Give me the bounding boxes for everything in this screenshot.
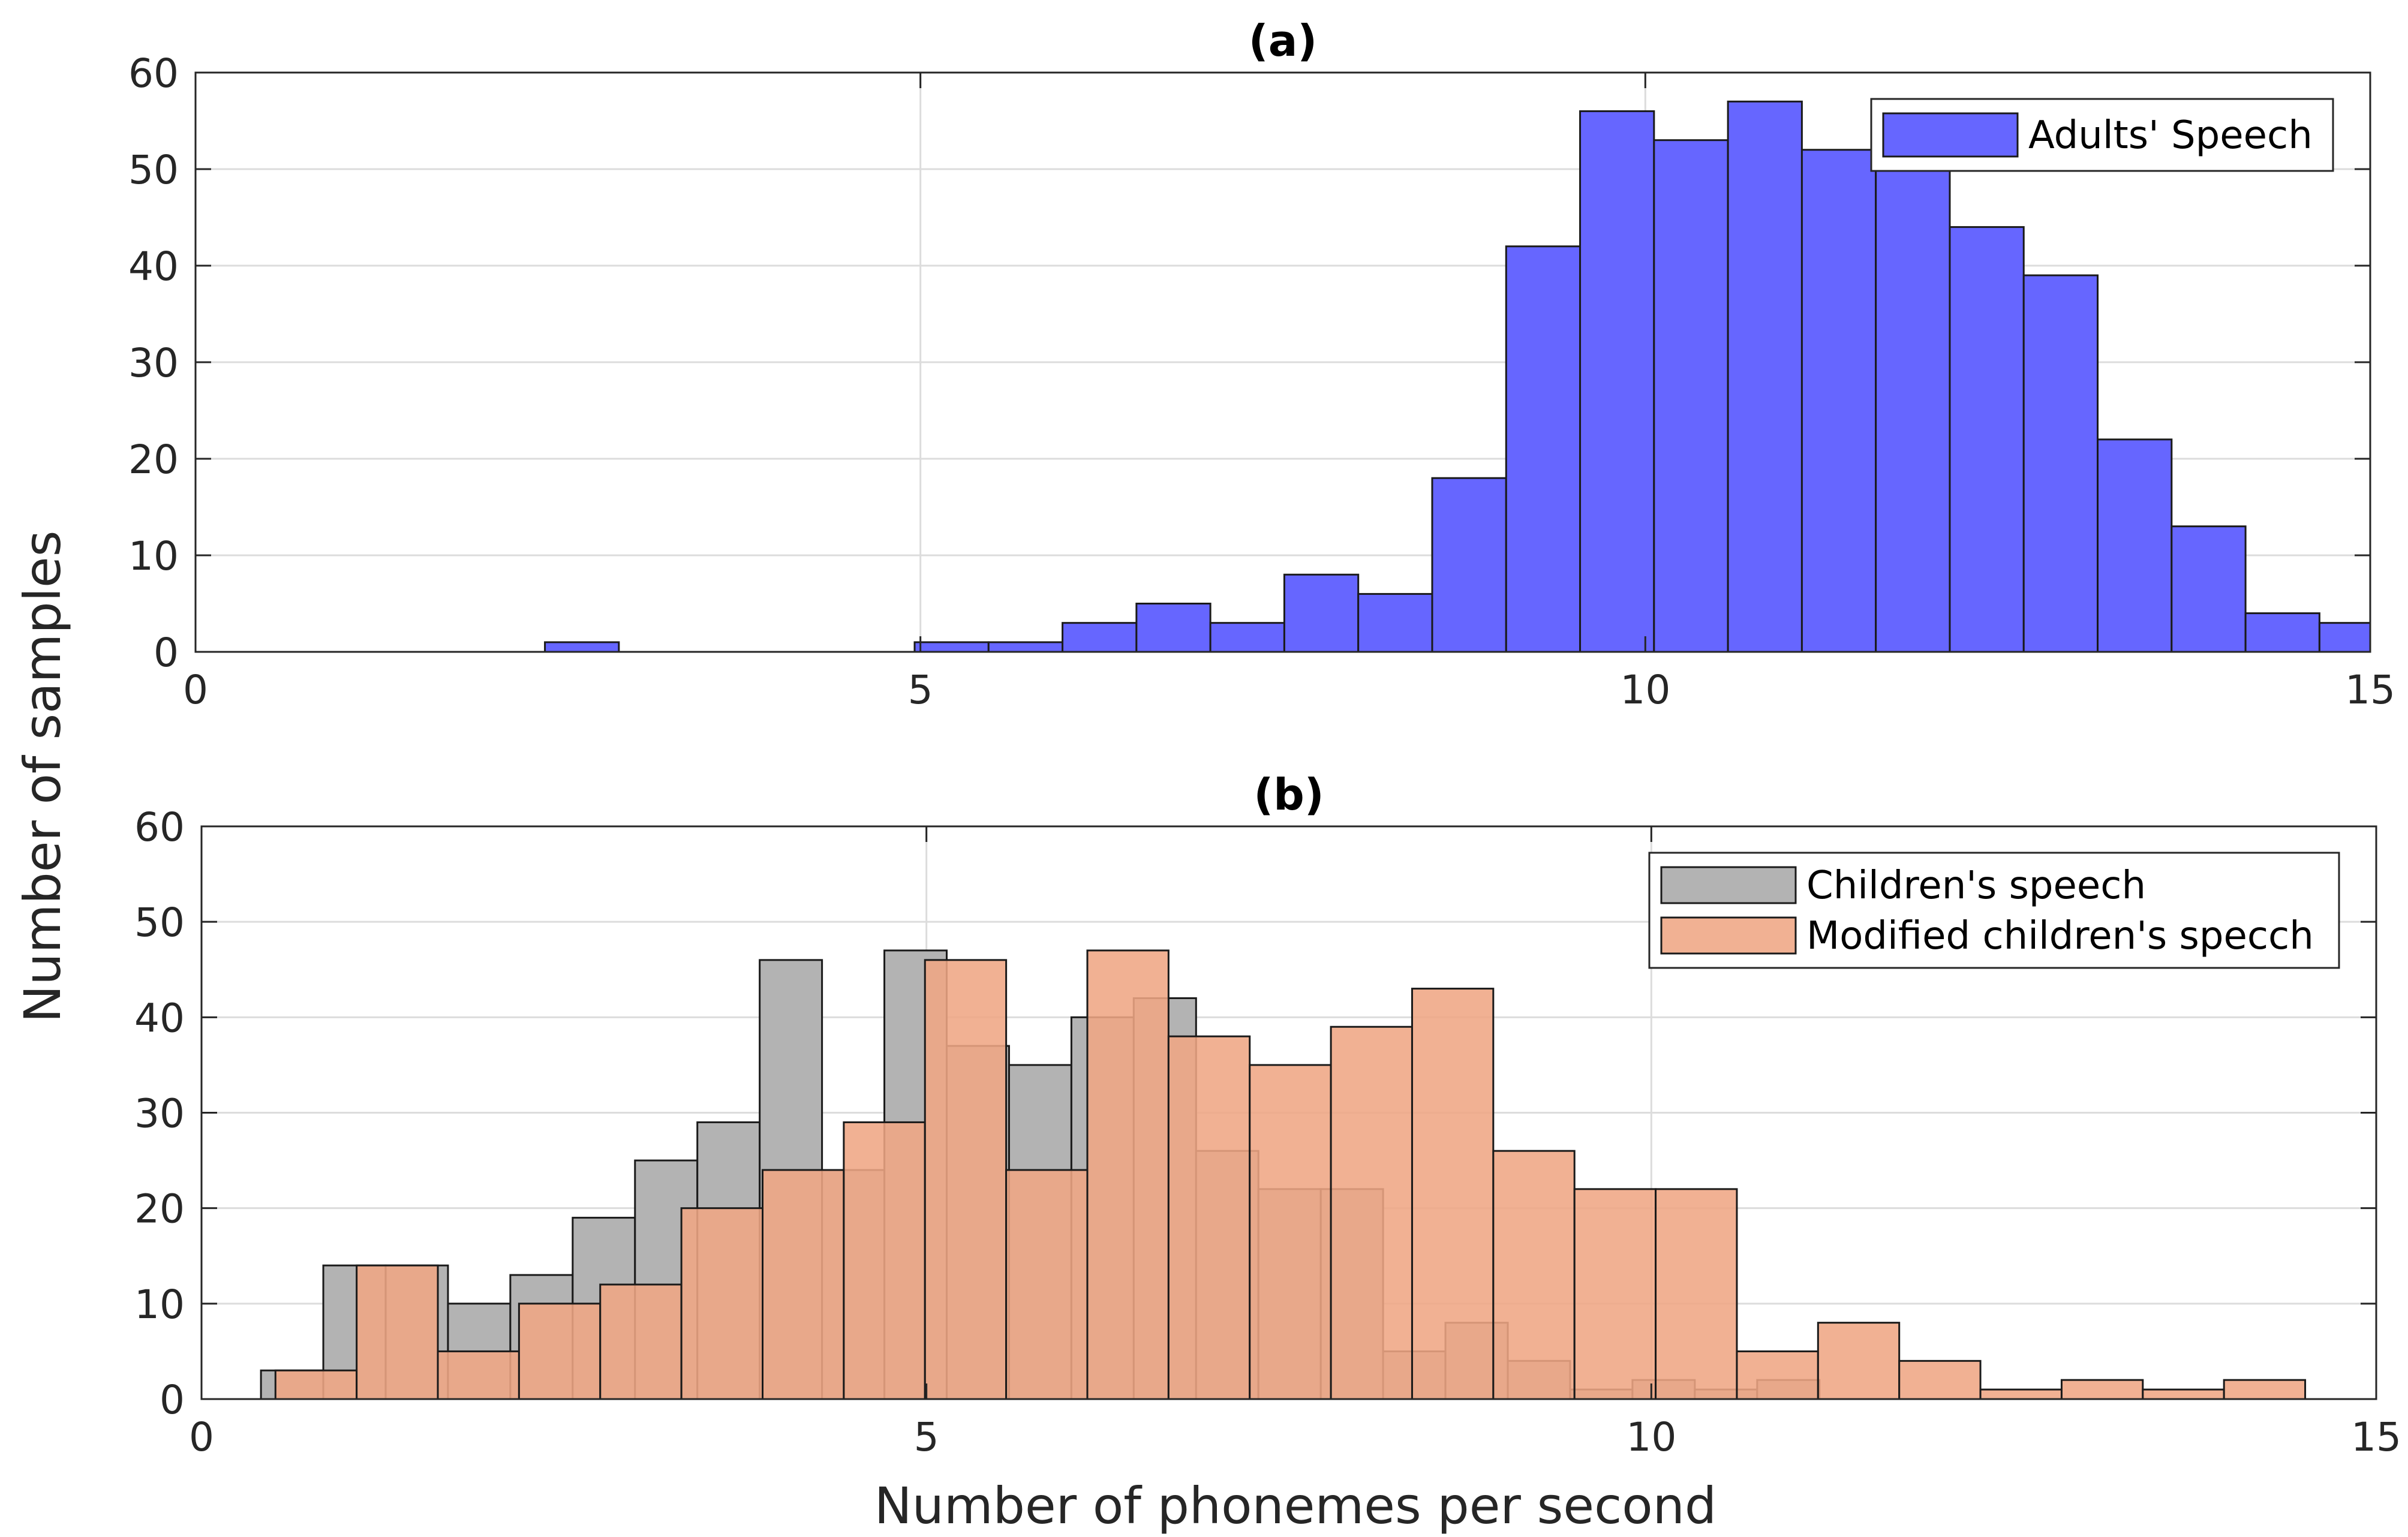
panel-b-y-tick-label: 20 xyxy=(134,1186,185,1232)
panel-b-bar xyxy=(762,1169,845,1400)
panel-b-legend-label: Modified children's specch xyxy=(1806,914,2314,958)
panel-b-bar xyxy=(680,1207,764,1400)
panel-b-bar xyxy=(924,959,1008,1400)
panel-a-bar xyxy=(1875,158,1951,653)
panel-a-x-tick-label: 5 xyxy=(908,667,933,713)
panel-b-series-2 xyxy=(274,949,2307,1400)
panel-b-bar xyxy=(1655,1188,1738,1400)
panel-b-legend-label: Children's speech xyxy=(1806,864,2146,908)
panel-b-bar xyxy=(1817,1322,1901,1400)
panel-a-x-tick-label: 0 xyxy=(183,667,208,713)
panel-b-x-tick-label: 15 xyxy=(2351,1414,2401,1460)
panel-b-y-tick-label: 0 xyxy=(160,1377,185,1423)
panel-b-bar xyxy=(2223,1379,2307,1400)
panel-a-y-tick-label: 30 xyxy=(128,340,179,386)
panel-b-bar xyxy=(1086,949,1170,1400)
panel-a-y-tick-label: 20 xyxy=(128,437,179,483)
panel-b-legend-swatch xyxy=(1660,866,1797,904)
panel-a-bar xyxy=(1209,622,1285,653)
panel-b-legend-swatch xyxy=(1660,916,1797,955)
panel-a-y-tick-label: 10 xyxy=(128,533,179,579)
panel-b-y-tick-label: 10 xyxy=(134,1282,185,1328)
panel-b-bar xyxy=(1330,1025,1413,1400)
panel-b-x-tick-label: 5 xyxy=(914,1414,939,1460)
panel-b: 0 10 20 30 40 50 60 0 5 10 15 (b) Children's speech M… xyxy=(134,769,2401,1460)
panel-b-bar xyxy=(356,1264,439,1400)
panel-b-y-tick-label: 60 xyxy=(134,804,185,850)
panel-a-bar xyxy=(2318,622,2371,653)
panel-b-bar xyxy=(1573,1188,1657,1400)
panel-a-bar xyxy=(987,641,1064,653)
panel-b-bar xyxy=(843,1121,926,1400)
panel-a-bar xyxy=(1062,622,1138,653)
panel-b-y-tick-label: 50 xyxy=(134,900,185,946)
shared-y-axis-label: Number of samples xyxy=(13,531,72,1023)
panel-b-bar xyxy=(2142,1388,2225,1400)
panel-a-legend-swatch xyxy=(1882,112,2019,158)
panel-a-bar xyxy=(1579,110,1655,653)
shared-x-axis-label: Number of phonemes per second xyxy=(874,1476,1716,1535)
panel-a-bar xyxy=(1800,149,1877,653)
panel-a-bar xyxy=(1283,573,1360,653)
panel-b-bar xyxy=(1167,1035,1251,1400)
panel-a-bar xyxy=(2097,438,2173,653)
panel-a-series-1 xyxy=(544,100,2371,653)
panel-a-bar xyxy=(2170,525,2247,653)
panel-b-bar xyxy=(1898,1359,1982,1400)
panel-a-bar xyxy=(1949,226,2025,653)
panel-b-bar xyxy=(599,1283,683,1400)
panel-b-bar xyxy=(1492,1150,1576,1400)
panel-b-bar xyxy=(1979,1388,2063,1400)
panel-a-bar xyxy=(1357,592,1433,653)
panel-a: 0 10 20 30 40 50 60 0 5 10 15 (a) Adults' Speech xyxy=(128,16,2395,713)
panel-a-bar xyxy=(913,641,990,653)
panel-b-bar xyxy=(1411,988,1495,1400)
panel-a-bar xyxy=(544,641,620,653)
panel-a-bar xyxy=(1505,245,1582,653)
panel-a-y-tick-label: 50 xyxy=(128,147,179,193)
panel-b-title: (b) xyxy=(1253,769,1324,820)
panel-b-bar xyxy=(437,1350,520,1400)
panel-a-bar xyxy=(2244,612,2320,653)
panel-a-y-tick-label: 40 xyxy=(128,243,179,290)
panel-b-bar xyxy=(274,1369,358,1400)
panel-b-bar xyxy=(1005,1169,1089,1400)
panel-a-legend: Adults' Speech xyxy=(1870,98,2334,172)
panel-b-x-tick-label: 10 xyxy=(1626,1414,1676,1460)
panel-b-bar xyxy=(2060,1379,2144,1400)
panel-a-x-tick-label: 10 xyxy=(1620,667,1670,713)
panel-b-x-tick-label: 0 xyxy=(189,1414,214,1460)
panel-b-bar xyxy=(1249,1064,1332,1400)
panel-b-bar xyxy=(1736,1350,1819,1400)
panel-a-bar xyxy=(1135,603,1211,653)
panel-a-bar xyxy=(1653,139,1729,653)
panel-b-y-tick-label: 40 xyxy=(134,995,185,1041)
panel-a-y-tick-label: 0 xyxy=(154,630,179,676)
panel-a-bar xyxy=(1431,477,1507,653)
panel-a-bar xyxy=(2022,274,2099,653)
panel-b-legend: Children's speech Modified children's spe… xyxy=(1648,852,2340,969)
panel-a-legend-label: Adults' Speech xyxy=(2028,113,2313,158)
panel-b-bar xyxy=(518,1303,602,1400)
panel-a-x-tick-label: 15 xyxy=(2345,667,2395,713)
panel-a-title: (a) xyxy=(1249,16,1317,66)
panel-a-bar xyxy=(1727,100,1803,653)
panel-b-y-tick-label: 30 xyxy=(134,1091,185,1137)
panel-a-y-tick-label: 60 xyxy=(128,50,179,97)
